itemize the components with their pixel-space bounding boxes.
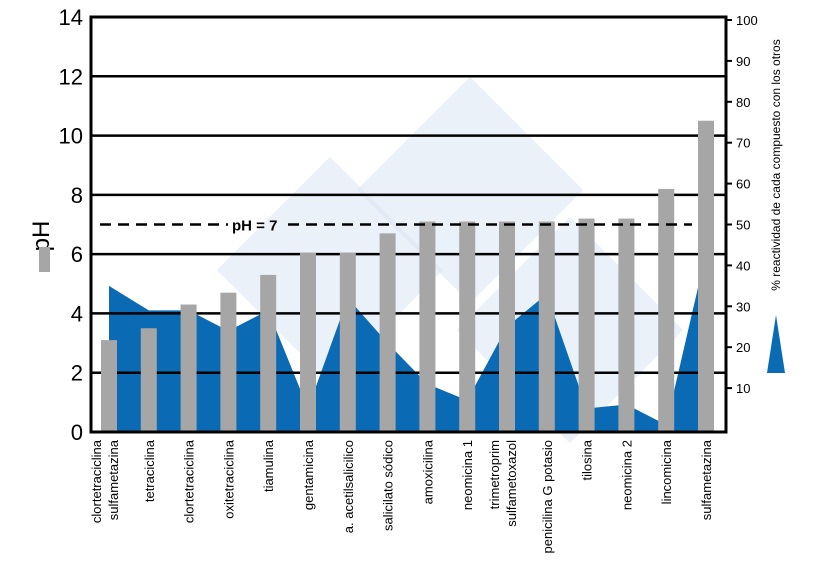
bar: [300, 252, 316, 432]
category-label: sulfametazina: [699, 439, 714, 520]
y2-tick-label: 100: [736, 13, 758, 28]
category-label: sulfametazina: [106, 439, 121, 520]
category-label: neomicina 2: [619, 440, 634, 510]
bar: [140, 328, 157, 432]
category-label: lincomicina: [659, 439, 674, 504]
y2-tick-label: 30: [736, 299, 750, 314]
category-label: sulfametoxazol: [504, 440, 519, 527]
bar: [459, 221, 476, 432]
y2-tick-label: 10: [736, 381, 750, 396]
category-label: neomicina 1: [460, 440, 475, 510]
bar: [618, 218, 635, 432]
y-tick-label: 12: [59, 64, 83, 89]
bar: [499, 221, 515, 432]
y-axis-label: pH: [28, 221, 55, 252]
category-label: tilosina: [580, 439, 595, 480]
y2-tick-label: 40: [736, 258, 750, 273]
category-label: oxitetraciclina: [221, 439, 236, 519]
y2-axis-label: % reactividad de cada compuesto con los …: [769, 39, 783, 290]
bar: [698, 120, 714, 432]
category-label: trimetroprim: [487, 440, 502, 509]
y-tick-label: 0: [71, 420, 83, 445]
y2-tick-label: 90: [736, 54, 750, 69]
bar: [101, 340, 117, 432]
bar: [419, 221, 436, 432]
category-label: amoxicilina: [420, 439, 435, 504]
y-tick-label: 6: [71, 242, 83, 267]
bar: [379, 233, 396, 432]
y2-tick-label: 60: [736, 177, 750, 192]
bar: [180, 304, 197, 432]
y-tick-label: 14: [59, 5, 83, 30]
reactivity-area: [109, 253, 706, 432]
category-label: tetraciclina: [142, 439, 157, 502]
y-tick-label: 10: [59, 124, 83, 149]
category-label: clortetraciclina: [89, 439, 104, 523]
legend-swatch-reactivity: [767, 315, 785, 373]
y-tick-label: 8: [71, 183, 83, 208]
bar: [658, 188, 675, 432]
reference-line-label: pH = 7: [232, 218, 277, 235]
category-label: gentamicina: [301, 439, 316, 510]
category-label: a. acetilsalicilico: [341, 440, 356, 533]
category-label: clortetraciclina: [182, 439, 197, 523]
y2-tick-label: 80: [736, 95, 750, 110]
category-label: tiamulina: [261, 439, 276, 492]
category-label: salicilato sódico: [381, 440, 396, 531]
bar: [339, 252, 356, 432]
bar: [578, 218, 595, 432]
category-label: penicilina G potasio: [540, 440, 555, 553]
bar: [260, 274, 277, 432]
y2-tick-label: 20: [736, 340, 750, 355]
watermark-logo: [356, 76, 584, 304]
bar: [220, 292, 237, 432]
bar: [538, 221, 555, 432]
legend-swatch-ph: [39, 247, 50, 272]
y-tick-label: 2: [71, 361, 83, 386]
y2-tick-label: 70: [736, 136, 750, 151]
y2-tick-label: 50: [736, 218, 750, 233]
y-tick-label: 4: [71, 301, 83, 326]
